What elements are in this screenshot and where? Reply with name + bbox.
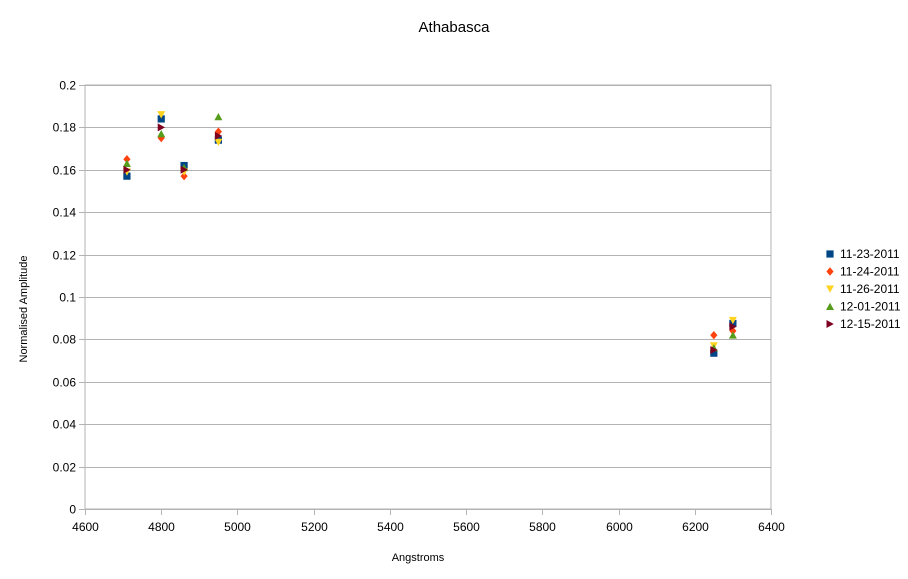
x-axis-ticks: 4600 4800 5000 5200 5400 5600 5800 6000 6200 6400 xyxy=(72,509,785,534)
x-axis-title: Angstroms xyxy=(392,552,445,564)
legend-item: 12-15-2011 xyxy=(826,317,901,331)
series-12-01-2011 xyxy=(122,113,737,352)
legend-marker xyxy=(826,302,834,310)
legend-item: 11-23-2011 xyxy=(826,247,900,261)
y-tick-label: 0.1 xyxy=(59,291,76,305)
x-tick-label: 5800 xyxy=(529,520,556,534)
x-tick-label: 5400 xyxy=(377,520,404,534)
data-point xyxy=(710,349,718,357)
y-tick-label: 0.08 xyxy=(53,333,77,347)
data-point xyxy=(157,123,166,132)
y-tick-label: 0.02 xyxy=(53,461,77,475)
legend-item: 11-24-2011 xyxy=(826,265,900,279)
y-tick-label: 0.04 xyxy=(53,418,77,432)
chart-title: Athabasca xyxy=(419,19,491,36)
data-point xyxy=(123,155,131,164)
data-point xyxy=(729,322,737,331)
data-point xyxy=(729,326,737,336)
series-11-23-2011 xyxy=(123,115,737,357)
legend: 11-23-2011 11-24-2011 11-26-2011 12-01-2011… xyxy=(826,247,901,331)
series-11-24-2011 xyxy=(123,127,737,340)
legend-label: 11-23-2011 xyxy=(840,247,900,261)
legend-label: 11-26-2011 xyxy=(840,282,900,296)
data-point xyxy=(728,331,737,339)
data-point xyxy=(180,171,188,181)
gridlines xyxy=(85,85,771,510)
data-point xyxy=(123,172,131,180)
y-tick-label: 0.12 xyxy=(53,249,77,263)
data-point xyxy=(180,165,188,174)
x-tick-label: 4800 xyxy=(148,520,175,534)
x-tick-label: 5600 xyxy=(453,520,480,534)
data-point xyxy=(214,138,223,147)
data-point xyxy=(157,129,166,138)
data-point xyxy=(122,159,131,167)
legend-label: 12-15-2011 xyxy=(840,317,901,331)
y-axis-ticks: 0 0.02 0.04 0.06 0.08 0.1 0.12 0.14 0.16 0.18 0.2 xyxy=(53,79,85,517)
legend-marker xyxy=(826,320,834,328)
series-11-26-2011 xyxy=(122,111,737,350)
x-tick-label: 6200 xyxy=(682,520,709,534)
data-points xyxy=(122,111,737,357)
data-point xyxy=(214,131,223,140)
legend-label: 11-24-2011 xyxy=(840,265,900,279)
y-axis-title: Normalised Amplitude xyxy=(18,256,30,363)
data-point xyxy=(214,113,223,121)
data-point xyxy=(157,115,165,123)
y-tick-label: 0.2 xyxy=(59,79,76,93)
data-point xyxy=(157,111,166,119)
y-tick-label: 0.18 xyxy=(53,121,77,135)
legend-item: 11-26-2011 xyxy=(826,282,900,296)
data-point xyxy=(710,330,718,340)
legend-marker xyxy=(826,250,834,258)
legend-item: 12-01-2011 xyxy=(826,300,901,314)
y-tick-label: 0 xyxy=(69,503,76,517)
data-point xyxy=(123,165,131,174)
y-tick-label: 0.06 xyxy=(53,376,77,390)
x-tick-label: 6000 xyxy=(606,520,633,534)
data-point xyxy=(710,346,718,354)
x-tick-label: 5000 xyxy=(224,520,251,534)
legend-marker xyxy=(826,285,834,293)
legend-label: 12-01-2011 xyxy=(840,300,901,314)
y-tick-label: 0.14 xyxy=(53,206,77,220)
legend-marker xyxy=(826,267,834,276)
series-12-15-2011 xyxy=(123,123,737,354)
x-tick-label: 6400 xyxy=(758,520,785,534)
x-tick-label: 4600 xyxy=(72,520,99,534)
x-tick-label: 5200 xyxy=(301,520,328,534)
data-point xyxy=(728,316,737,325)
y-tick-label: 0.16 xyxy=(53,164,77,178)
